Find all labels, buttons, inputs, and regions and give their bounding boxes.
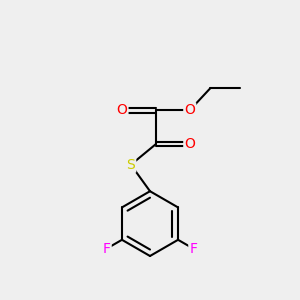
Text: F: F <box>103 242 111 256</box>
Text: S: S <box>127 158 135 172</box>
Text: F: F <box>189 242 197 256</box>
Text: O: O <box>184 103 195 117</box>
Text: O: O <box>184 137 195 151</box>
Text: O: O <box>117 103 128 117</box>
